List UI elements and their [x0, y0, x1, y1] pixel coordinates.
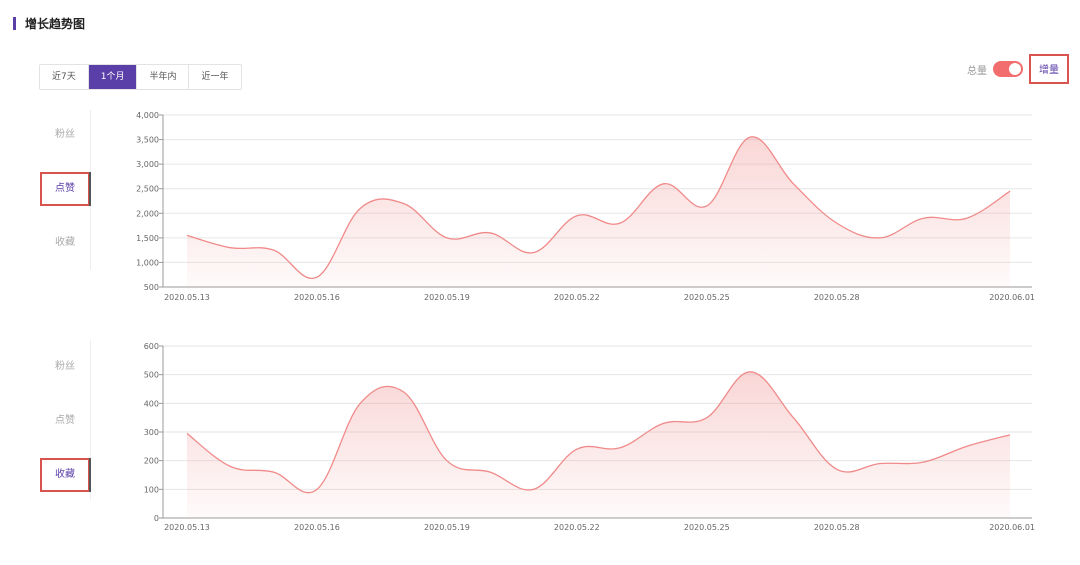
data-point	[316, 488, 318, 490]
data-point	[576, 448, 578, 450]
data-point	[619, 222, 621, 224]
data-point	[836, 468, 838, 470]
data-point	[316, 276, 318, 278]
data-point	[532, 488, 534, 490]
data-point	[402, 202, 404, 204]
tab-1-year[interactable]: 近一年	[189, 65, 241, 89]
data-point	[792, 183, 794, 185]
switch-knob	[1009, 63, 1021, 75]
series-line	[186, 136, 1011, 280]
y-tick-label: 3,000	[136, 160, 159, 169]
data-point	[1009, 190, 1011, 192]
y-tick-label: 1,500	[136, 234, 159, 243]
data-point	[359, 207, 361, 209]
increment-label[interactable]: 增量	[1029, 54, 1069, 84]
total-label: 总量	[967, 65, 987, 77]
data-point	[272, 471, 274, 473]
data-point	[662, 183, 664, 185]
x-tick-label: 2020.06.01	[989, 293, 1035, 302]
data-point	[186, 432, 188, 434]
x-tick-label: 2020.05.19	[424, 523, 470, 532]
side-nav-rail	[90, 340, 91, 500]
tab-half-year[interactable]: 半年内	[137, 65, 190, 89]
x-tick-label: 2020.05.28	[814, 293, 860, 302]
data-point	[1009, 434, 1011, 436]
data-point	[402, 391, 404, 393]
side-item-likes[interactable]: 点赞	[40, 172, 91, 206]
tab-1-month[interactable]: 1个月	[88, 65, 138, 89]
data-point	[706, 416, 708, 418]
range-tabs: 近7天 1个月 半年内 近一年	[39, 64, 242, 90]
y-tick-label: 4,000	[136, 111, 159, 120]
y-tick-label: 0	[154, 514, 159, 523]
side-item-fans[interactable]: 粉丝	[55, 129, 75, 140]
title-accent-bar	[13, 16, 16, 30]
data-point	[489, 232, 491, 234]
data-point	[229, 246, 231, 248]
series-area	[187, 136, 1010, 287]
data-point	[489, 471, 491, 473]
side-item-favorites[interactable]: 收藏	[55, 237, 75, 248]
x-tick-label: 2020.05.25	[684, 293, 730, 302]
y-tick-label: 500	[144, 283, 159, 292]
side-nav-bottom: 粉丝 点赞 收藏	[40, 340, 92, 500]
data-point	[359, 402, 361, 404]
data-point	[965, 217, 967, 219]
y-tick-label: 600	[144, 342, 159, 351]
section-title-text: 增长趋势图	[25, 16, 86, 31]
x-tick-label: 2020.06.01	[989, 523, 1035, 532]
data-point	[662, 422, 664, 424]
data-point	[272, 249, 274, 251]
data-point	[965, 445, 967, 447]
y-tick-label: 3,500	[136, 136, 159, 145]
data-point	[879, 462, 881, 464]
data-point	[446, 237, 448, 239]
data-point	[446, 459, 448, 461]
y-tick-label: 2,500	[136, 185, 159, 194]
x-tick-label: 2020.05.22	[554, 293, 600, 302]
x-tick-label: 2020.05.28	[814, 523, 860, 532]
data-point	[922, 217, 924, 219]
tab-7-days[interactable]: 近7天	[40, 65, 89, 89]
y-tick-label: 500	[144, 371, 159, 380]
x-tick-label: 2020.05.13	[164, 523, 210, 532]
data-point	[619, 447, 621, 449]
side-item-fans[interactable]: 粉丝	[55, 361, 75, 372]
side-item-favorites[interactable]: 收藏	[40, 458, 91, 492]
total-increment-toggle-group: 总量 增量	[967, 54, 1069, 84]
side-nav-top: 粉丝 点赞 收藏	[40, 110, 92, 270]
y-tick-label: 200	[144, 457, 159, 466]
series-line	[186, 371, 1011, 494]
y-tick-label: 2,000	[136, 209, 159, 218]
y-tick-label: 100	[144, 485, 159, 494]
x-tick-label: 2020.05.22	[554, 523, 600, 532]
y-tick-label: 400	[144, 399, 159, 408]
data-point	[576, 215, 578, 217]
data-point	[836, 222, 838, 224]
data-point	[749, 371, 751, 373]
y-tick-label: 300	[144, 428, 159, 437]
data-point	[922, 461, 924, 463]
data-point	[532, 251, 534, 253]
y-tick-label: 1,000	[136, 258, 159, 267]
data-point	[706, 205, 708, 207]
data-point	[879, 237, 881, 239]
data-point	[749, 136, 751, 138]
data-point	[792, 416, 794, 418]
x-tick-label: 2020.05.25	[684, 523, 730, 532]
x-tick-label: 2020.05.16	[294, 523, 340, 532]
data-point	[186, 234, 188, 236]
x-tick-label: 2020.05.13	[164, 293, 210, 302]
data-point	[229, 465, 231, 467]
series-area	[187, 371, 1010, 518]
total-increment-switch[interactable]	[993, 61, 1023, 77]
section-title: 增长趋势图	[13, 14, 85, 32]
side-item-likes[interactable]: 点赞	[55, 415, 75, 426]
x-tick-label: 2020.05.19	[424, 293, 470, 302]
x-tick-label: 2020.05.16	[294, 293, 340, 302]
